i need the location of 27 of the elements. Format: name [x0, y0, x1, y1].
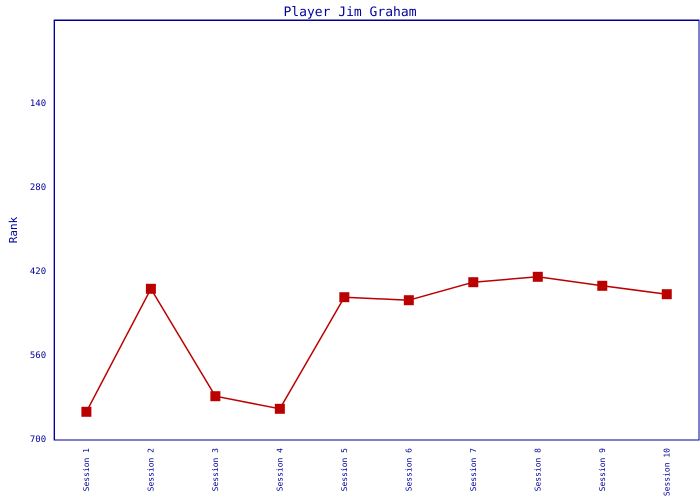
x-tick-label: Session 8	[533, 448, 542, 492]
y-tick-label: 420	[30, 267, 46, 277]
x-tick-label: Session 7	[468, 448, 478, 492]
y-tick-label: 280	[30, 183, 46, 193]
point	[662, 289, 672, 300]
point	[274, 404, 285, 414]
point	[146, 284, 156, 294]
point	[210, 391, 220, 402]
x-tick-label: Session 10	[662, 448, 672, 496]
y-tick-label: 560	[30, 351, 46, 361]
x-tick-label: Session 5	[340, 448, 349, 492]
chart-title: Player Jim Graham	[283, 5, 417, 20]
x-tick-label: Session 6	[404, 448, 414, 492]
x-tick-label: Session 9	[598, 448, 607, 492]
point	[468, 277, 478, 288]
x-tick-label: Session 2	[146, 448, 156, 492]
point	[532, 272, 543, 282]
point	[339, 292, 350, 302]
x-tick-label: Session 4	[275, 448, 284, 492]
point	[81, 406, 92, 417]
y-axis-title: Rank	[7, 216, 20, 244]
x-tick-label: Session 3	[210, 448, 220, 492]
x-tick-label: Session 1	[82, 448, 91, 492]
y-tick-label: 700	[30, 435, 46, 445]
point	[597, 280, 608, 291]
point	[404, 295, 414, 306]
y-tick-label: 140	[30, 99, 46, 109]
